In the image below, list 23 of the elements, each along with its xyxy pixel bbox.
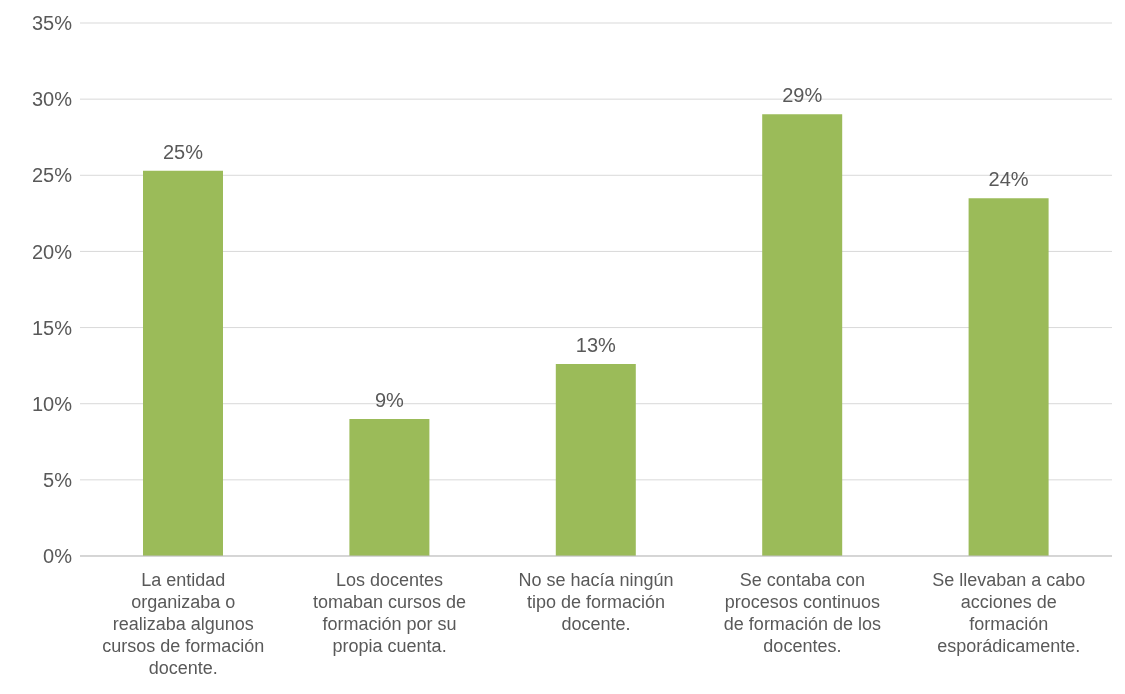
data-label: 9% — [374, 388, 405, 411]
y-tick-label: 15% — [31, 316, 73, 339]
x-tick-label: La entidad organizaba o realizaba algunos cursos de formación docente. — [102, 570, 265, 678]
y-tick-label: 25% — [31, 164, 73, 187]
y-tick-label: 30% — [31, 88, 73, 111]
x-tick-label: Los docentes tomaban cursos de formación por su propia cuenta. — [313, 570, 467, 656]
bar — [555, 364, 636, 556]
y-tick-label: 35% — [31, 12, 73, 35]
bar — [349, 418, 430, 556]
data-label: 13% — [575, 334, 617, 357]
y-tick-label: 10% — [31, 392, 73, 415]
y-tick-label: 0% — [43, 545, 73, 568]
x-tick-label: Se llevaban a cabo acciones de formación esporádicamente. — [932, 570, 1086, 656]
data-label: 29% — [782, 84, 823, 107]
data-label: 25% — [162, 140, 204, 163]
x-tick-label: Se contaba con procesos continuos de formación de los docentes. — [723, 570, 881, 656]
data-label: 24% — [988, 168, 1029, 191]
bar — [762, 114, 843, 556]
y-tick-label: 5% — [43, 468, 73, 491]
x-tick-label: No se hacía ningún tipo de formación docente. — [518, 570, 674, 634]
y-tick-label: 20% — [31, 240, 73, 263]
bar — [143, 170, 223, 556]
bar — [968, 198, 1049, 556]
